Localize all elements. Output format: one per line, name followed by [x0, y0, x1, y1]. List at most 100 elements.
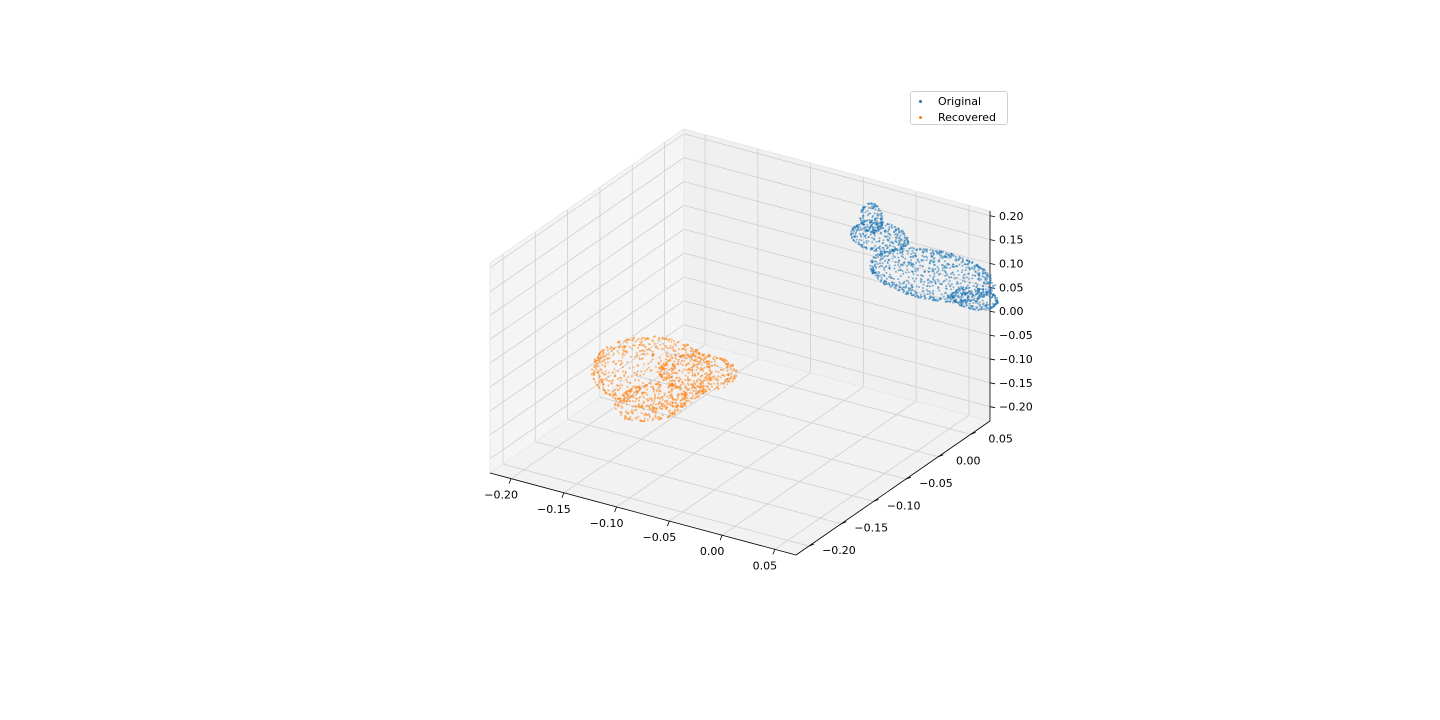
data-point-original: [949, 300, 952, 303]
data-point-recovered: [674, 402, 677, 405]
data-point-original: [881, 242, 884, 245]
data-point-original: [972, 285, 975, 287]
data-point-original: [985, 281, 988, 284]
data-point-recovered: [596, 359, 599, 362]
data-point-recovered: [665, 405, 668, 408]
data-point-recovered: [639, 341, 642, 344]
data-point-recovered: [713, 358, 716, 361]
data-point-recovered: [696, 396, 699, 399]
data-point-recovered: [665, 376, 668, 379]
data-point-recovered: [594, 359, 597, 362]
data-point-recovered: [670, 341, 673, 343]
data-point-recovered: [689, 391, 691, 394]
data-point-recovered: [663, 373, 665, 376]
data-point-original: [923, 297, 926, 300]
data-point-original: [964, 263, 967, 266]
data-point-recovered: [606, 361, 609, 364]
data-point-original: [972, 302, 975, 305]
data-point-original: [881, 222, 884, 225]
data-point-recovered: [666, 403, 669, 406]
data-point-original: [954, 298, 957, 301]
data-point-recovered: [644, 353, 647, 356]
data-point-original: [865, 233, 868, 236]
data-point-recovered: [662, 379, 665, 382]
data-point-recovered: [639, 374, 642, 377]
data-point-recovered: [683, 404, 685, 407]
data-point-original: [957, 294, 960, 297]
data-point-original: [852, 232, 855, 235]
data-point-original: [970, 292, 973, 295]
data-point-recovered: [697, 373, 699, 376]
data-point-original: [884, 224, 887, 227]
data-point-recovered: [674, 344, 677, 347]
x-tick: [772, 549, 776, 555]
data-point-recovered: [658, 397, 661, 400]
data-point-original: [945, 266, 948, 269]
x-tick-label: 0.00: [700, 545, 725, 558]
data-point-recovered: [679, 378, 682, 381]
data-point-original: [886, 262, 889, 265]
data-point-recovered: [713, 355, 716, 358]
data-point-recovered: [696, 385, 699, 388]
data-point-recovered: [689, 353, 692, 356]
data-point-recovered: [642, 363, 645, 366]
data-point-recovered: [602, 383, 605, 385]
data-point-recovered: [717, 375, 720, 378]
data-point-recovered: [683, 348, 686, 351]
data-point-original: [912, 251, 915, 254]
data-point-original: [872, 207, 874, 210]
data-point-original: [961, 279, 964, 282]
data-point-recovered: [612, 393, 615, 395]
data-point-original: [945, 287, 948, 290]
data-point-recovered: [695, 348, 698, 351]
data-point-original: [971, 277, 974, 280]
data-point-recovered: [638, 358, 641, 361]
data-point-original: [896, 252, 899, 255]
data-point-original: [868, 212, 871, 215]
data-point-original: [908, 282, 910, 285]
data-point-recovered: [700, 363, 703, 366]
data-point-original: [954, 255, 957, 258]
data-point-recovered: [732, 377, 735, 380]
data-point-original: [871, 219, 874, 222]
data-point-original: [938, 289, 941, 292]
data-point-recovered: [701, 390, 704, 393]
data-point-original: [911, 294, 914, 297]
data-point-recovered: [600, 368, 603, 371]
data-point-original: [879, 248, 882, 251]
y-grid-floor: [632, 374, 939, 458]
data-point-original: [864, 246, 867, 249]
data-point-recovered: [650, 349, 653, 352]
data-point-recovered: [692, 350, 695, 353]
data-point-original: [900, 263, 903, 266]
data-point-original: [864, 236, 867, 239]
data-point-recovered: [702, 387, 705, 390]
data-point-recovered: [657, 418, 660, 421]
data-point-recovered: [610, 349, 613, 352]
data-point-original: [859, 226, 862, 229]
data-point-recovered: [611, 395, 614, 398]
data-point-original: [888, 264, 891, 267]
data-point-recovered: [694, 358, 697, 361]
data-point-original: [899, 246, 902, 249]
data-point-original: [888, 266, 891, 269]
data-point-recovered: [618, 341, 621, 344]
data-point-original: [898, 266, 901, 269]
data-point-recovered: [638, 385, 641, 388]
data-point-original: [889, 276, 892, 279]
data-point-original: [961, 257, 964, 260]
data-point-original: [905, 286, 908, 288]
data-point-original: [938, 250, 941, 253]
data-point-original: [869, 207, 872, 210]
data-point-recovered: [659, 402, 662, 405]
data-point-original: [881, 262, 884, 265]
z-grid-left: [489, 324, 685, 460]
data-point-recovered: [675, 358, 678, 361]
data-point-recovered: [708, 363, 710, 366]
data-point-recovered: [625, 338, 628, 341]
data-point-recovered: [639, 419, 642, 422]
data-point-original: [961, 296, 964, 299]
data-point-original: [872, 231, 875, 234]
data-point-original: [873, 250, 876, 252]
data-point-recovered: [699, 375, 702, 378]
